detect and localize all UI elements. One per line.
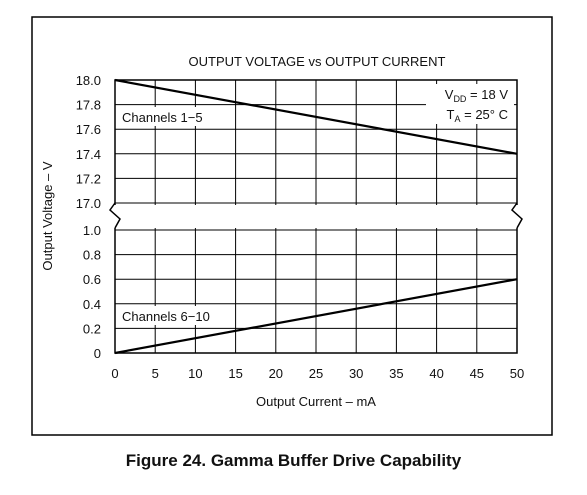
annotation-ta: TA = 25° C: [447, 107, 508, 124]
x-tick-label: 25: [309, 366, 323, 381]
x-axis-label: Output Current – mA: [256, 394, 376, 409]
axis-break-left: [109, 202, 121, 229]
y-tick-label-lower: 0.8: [83, 248, 101, 263]
series-label-1-bg: [120, 107, 218, 126]
x-tick-label: 30: [349, 366, 363, 381]
x-tick-label: 0: [111, 366, 118, 381]
y-tick-label-lower: 0: [94, 346, 101, 361]
y-tick-label-lower: 0.4: [83, 297, 101, 312]
axis-break-right: [511, 202, 523, 229]
y-axis-label: Output Voltage – V: [40, 161, 55, 270]
y-tick-label-upper: 17.0: [76, 196, 101, 211]
y-tick-label-upper: 17.6: [76, 122, 101, 137]
x-tick-label: 15: [228, 366, 242, 381]
series-label-channels-1-5: Channels 1−5: [122, 110, 203, 125]
y-tick-label-upper: 17.2: [76, 171, 101, 186]
figure-caption: Figure 24. Gamma Buffer Drive Capability: [125, 451, 462, 470]
y-tick-label-upper: 17.8: [76, 98, 101, 113]
annotation-vdd: VDD = 18 V: [445, 87, 509, 104]
axis-break: [100, 202, 532, 229]
series-line-channels-6-10: [114, 278, 518, 355]
x-tick-label: 40: [429, 366, 443, 381]
series-label-channels-6-10: Channels 6−10: [122, 309, 210, 324]
x-tick-labels: 0 5 10 15 20 25 30 35 40 45 50: [111, 366, 524, 381]
annotation-bg: [426, 84, 514, 124]
y-tick-labels: 18.0 17.8 17.6 17.4 17.2 17.0 1.0 0.8 0.6 0.4 0.2 0: [76, 73, 101, 361]
x-tick-label: 20: [269, 366, 283, 381]
y-tick-label-lower: 0.2: [83, 321, 101, 336]
chart-title: OUTPUT VOLTAGE vs OUTPUT CURRENT: [189, 54, 446, 69]
x-tick-label: 45: [470, 366, 484, 381]
series-lines: [114, 78, 518, 355]
x-tick-label: 10: [188, 366, 202, 381]
y-tick-label-upper: 17.4: [76, 147, 101, 162]
x-tick-label: 50: [510, 366, 524, 381]
y-tick-label-upper: 18.0: [76, 73, 101, 88]
x-tick-label: 35: [389, 366, 403, 381]
y-tick-label-lower: 1.0: [83, 223, 101, 238]
series-label-2-bg: [120, 306, 226, 325]
figure-frame: [31, 16, 553, 436]
x-tick-label: 5: [152, 366, 159, 381]
y-tick-label-lower: 0.6: [83, 272, 101, 287]
series-line-channels-1-5: [114, 78, 518, 155]
